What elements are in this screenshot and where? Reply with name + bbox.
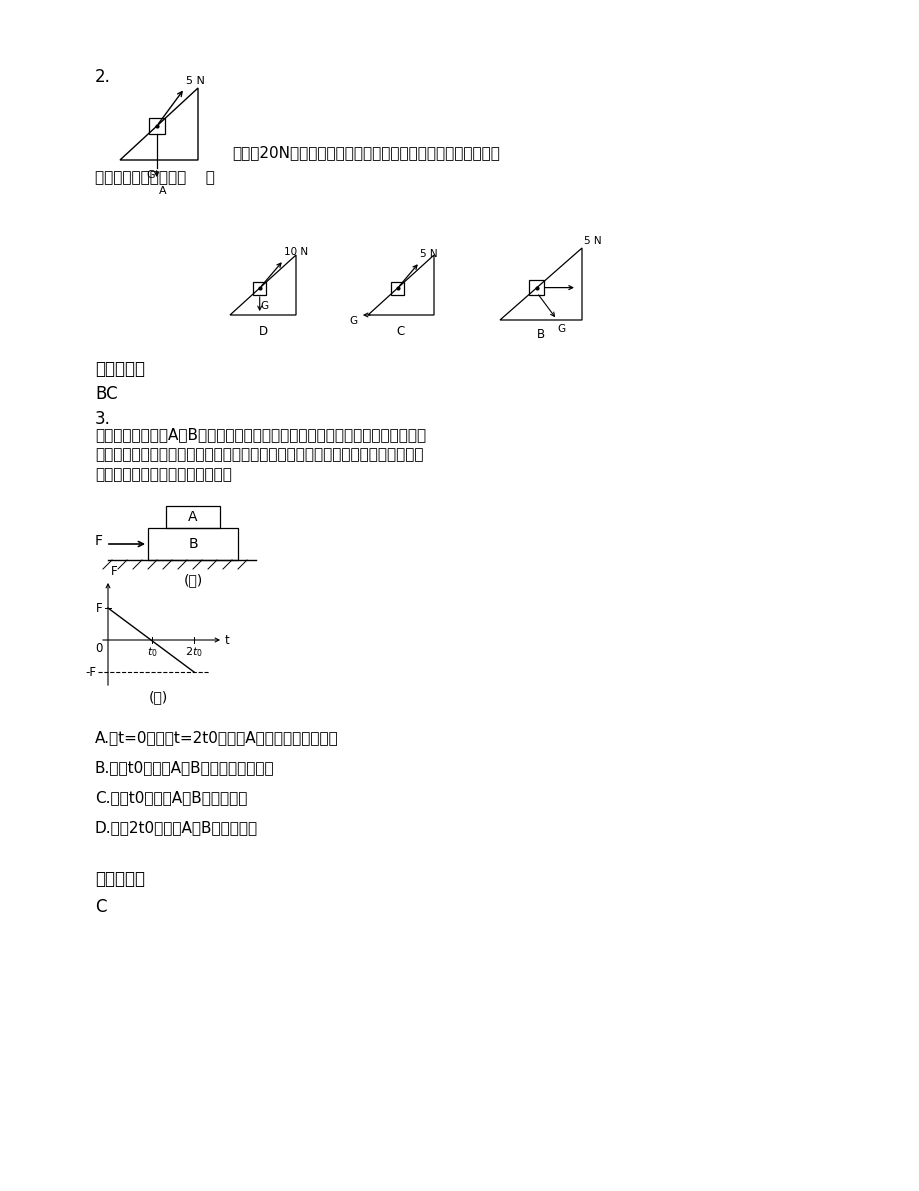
Text: C.　在t0时刻，A、B的速度最大: C. 在t0时刻，A、B的速度最大 bbox=[95, 790, 247, 805]
Text: F: F bbox=[96, 601, 103, 615]
Text: 持相对静止，则下列说法正确的是: 持相对静止，则下列说法正确的是 bbox=[95, 467, 232, 482]
Text: 受到一变力的作用，该力与时间的关系如图（乙）所示，运动过程中两物体始终保: 受到一变力的作用，该力与时间的关系如图（乙）所示，运动过程中两物体始终保 bbox=[95, 447, 423, 462]
Text: 一个重20N的物体沿着斜面下滑，如下图所示，关于物体所受重: 一个重20N的物体沿着斜面下滑，如下图所示，关于物体所受重 bbox=[232, 145, 499, 160]
Text: 参考答案：: 参考答案： bbox=[95, 360, 145, 378]
Text: B: B bbox=[537, 328, 544, 341]
Text: 2.: 2. bbox=[95, 68, 111, 86]
Bar bbox=[149, 118, 165, 135]
Text: G: G bbox=[146, 170, 155, 180]
Text: C: C bbox=[95, 898, 107, 916]
Text: B: B bbox=[188, 537, 198, 551]
Text: 5 N: 5 N bbox=[186, 76, 204, 86]
Text: 5 N: 5 N bbox=[419, 249, 437, 258]
Text: $t_0$: $t_0$ bbox=[146, 646, 157, 659]
Text: -F: -F bbox=[85, 666, 96, 679]
Text: 参考答案：: 参考答案： bbox=[95, 869, 145, 888]
Text: G: G bbox=[260, 301, 268, 311]
Bar bbox=[391, 281, 403, 294]
Bar bbox=[148, 528, 238, 560]
Text: 力的图示不正确的是（    ）: 力的图示不正确的是（ ） bbox=[95, 170, 215, 185]
Text: (甲): (甲) bbox=[183, 573, 202, 587]
Text: G: G bbox=[349, 316, 357, 326]
Text: A: A bbox=[188, 510, 198, 524]
Bar bbox=[528, 280, 544, 295]
Text: A: A bbox=[158, 186, 166, 197]
Text: B.　在t0时刻，A、B间的静摩擦力最大: B. 在t0时刻，A、B间的静摩擦力最大 bbox=[95, 760, 275, 775]
Text: D.　在2t0时刻，A、B的速度最大: D. 在2t0时刻，A、B的速度最大 bbox=[95, 819, 258, 835]
Text: 3.: 3. bbox=[95, 410, 111, 428]
Text: C: C bbox=[396, 325, 404, 338]
Text: (乙): (乙) bbox=[148, 690, 167, 704]
Bar bbox=[253, 281, 266, 294]
Text: 0: 0 bbox=[96, 642, 103, 655]
Text: 5 N: 5 N bbox=[584, 236, 601, 247]
Text: F: F bbox=[95, 534, 103, 548]
Text: F: F bbox=[111, 565, 118, 578]
Text: 如图（甲）所示，A、B两物体叠放在一起，放在光滑的水平地面上，从静止开始: 如图（甲）所示，A、B两物体叠放在一起，放在光滑的水平地面上，从静止开始 bbox=[95, 428, 425, 442]
Text: A.　t=0时刻和t=2t0时刻，A受到的静摩擦力相同: A. t=0时刻和t=2t0时刻，A受到的静摩擦力相同 bbox=[95, 730, 338, 746]
Text: 10 N: 10 N bbox=[283, 247, 308, 257]
Text: D: D bbox=[258, 325, 267, 338]
Text: t: t bbox=[225, 635, 230, 648]
Text: BC: BC bbox=[95, 385, 118, 403]
Text: $2t_0$: $2t_0$ bbox=[185, 646, 203, 659]
Bar bbox=[165, 506, 220, 528]
Text: G: G bbox=[556, 324, 564, 333]
